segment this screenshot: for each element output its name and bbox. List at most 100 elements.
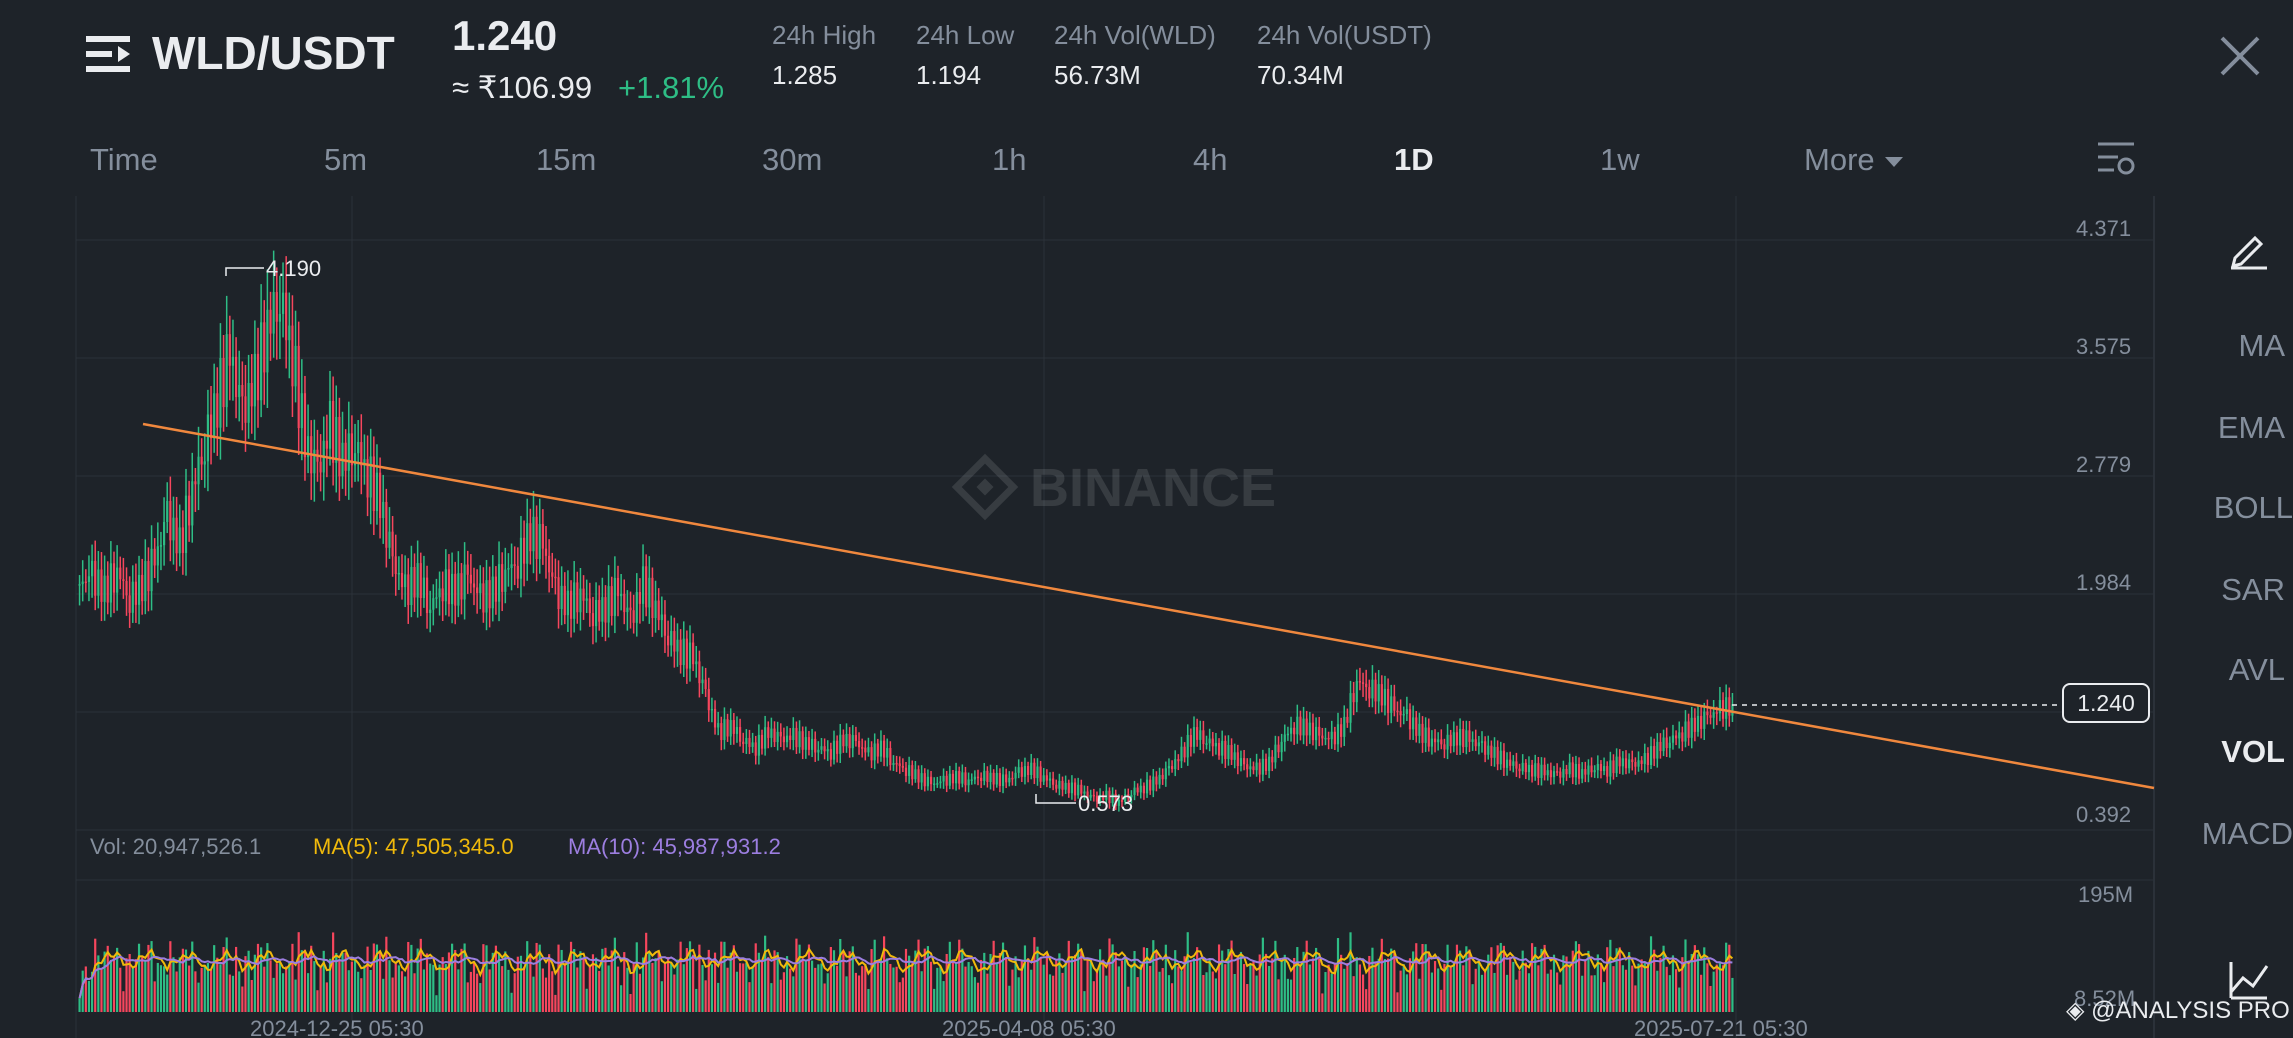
price-chart[interactable]: BINANCE 4.190 0.573 4.371 3.575 2.779 1.… <box>0 0 2197 1038</box>
candle-series <box>78 250 1734 812</box>
candle-body <box>598 599 601 622</box>
candle-body <box>1318 726 1321 736</box>
volume-bar <box>1052 975 1055 1012</box>
close-icon[interactable] <box>2218 34 2262 78</box>
volume-bar <box>1527 973 1531 1012</box>
candle-body <box>836 740 839 754</box>
volume-bar <box>1105 975 1108 1012</box>
volume-bar <box>695 988 698 1012</box>
candle-body <box>256 353 260 401</box>
volume-bar <box>1158 971 1161 1012</box>
candle-body <box>184 495 188 554</box>
menu-icon[interactable] <box>84 30 132 78</box>
candle-body <box>1070 782 1074 794</box>
indicator-icon[interactable] <box>2227 958 2271 1002</box>
tab-time[interactable]: Time <box>90 142 158 177</box>
volume-bar <box>710 964 714 1012</box>
volume-bar <box>150 941 153 1012</box>
candle-body <box>1559 771 1562 778</box>
volume-bar <box>548 954 551 1012</box>
vol-ma10-line <box>78 955 1733 999</box>
volume-bar <box>942 981 945 1012</box>
tab-1d[interactable]: 1D <box>1394 142 1434 177</box>
volume-bar <box>97 955 100 1012</box>
candle-body <box>876 743 879 757</box>
volume-bar <box>804 959 807 1012</box>
volume-bar <box>81 970 84 1012</box>
tab-15m[interactable]: 15m <box>536 142 597 177</box>
volume-bar <box>541 968 544 1012</box>
candle-body <box>1293 727 1296 735</box>
volume-bar <box>1296 947 1299 1012</box>
candle-body <box>1543 764 1546 776</box>
candle-body <box>501 564 504 592</box>
candle-body <box>676 639 679 652</box>
candle-body <box>216 393 219 428</box>
volume-bar <box>363 965 366 1012</box>
candle-body <box>1556 771 1559 773</box>
volume-bar <box>1261 937 1264 1012</box>
indicator-avl[interactable]: AVL <box>2228 652 2285 687</box>
volume-bar <box>958 939 961 1012</box>
candle-body <box>476 587 479 594</box>
candle-body <box>1477 742 1480 747</box>
volume-bar <box>526 941 529 1012</box>
volume-bar <box>1703 947 1706 1012</box>
trendline[interactable] <box>142 422 2155 790</box>
chart-settings-icon[interactable] <box>2096 140 2136 178</box>
candle-body <box>266 309 269 373</box>
candle-body <box>1493 746 1496 758</box>
volume-bar <box>1026 958 1030 1012</box>
volume-bar <box>864 964 867 1012</box>
indicator-vol[interactable]: VOL <box>2221 734 2285 769</box>
candle-body <box>1496 746 1499 765</box>
candle-body <box>817 749 820 753</box>
indicator-macd[interactable]: MACD <box>2201 816 2293 851</box>
indicator-ma[interactable]: MA <box>2238 328 2286 363</box>
volume-bar <box>319 965 322 1012</box>
candle-body <box>382 501 385 519</box>
tab-1h[interactable]: 1h <box>992 142 1027 177</box>
high-marker <box>225 267 264 276</box>
candle-body <box>1440 739 1443 745</box>
candle-body <box>100 569 103 602</box>
candle-body <box>751 742 754 747</box>
volume-bar <box>1471 984 1474 1012</box>
candle-body <box>538 523 541 559</box>
volume-bar <box>532 976 535 1012</box>
candle-body <box>629 607 632 611</box>
volume-bar <box>241 986 244 1012</box>
tab-1w[interactable]: 1w <box>1600 142 1640 177</box>
candle-body <box>1067 782 1070 794</box>
volume-bar <box>920 971 923 1012</box>
tab-4h[interactable]: 4h <box>1193 142 1228 177</box>
volume-bar <box>676 959 679 1012</box>
candle-body <box>87 576 91 582</box>
volume-bar <box>119 967 122 1012</box>
volume-bar <box>1271 958 1274 1012</box>
tab-5m[interactable]: 5m <box>324 142 368 177</box>
indicator-sar[interactable]: SAR <box>2221 572 2285 607</box>
draw-icon[interactable] <box>2227 226 2271 270</box>
volume-bar <box>391 977 394 1012</box>
candle-body <box>372 456 375 511</box>
candle-body <box>951 773 955 784</box>
candle-body <box>738 727 742 742</box>
indicator-boll[interactable]: BOLL <box>2213 490 2293 525</box>
volume-bar <box>1111 944 1114 1012</box>
volume-bar <box>219 964 222 1012</box>
volume-bar <box>1628 952 1631 1012</box>
candle-body <box>394 556 397 574</box>
stat-label-24h-low: 24h Low <box>916 20 1015 50</box>
candle-body <box>1562 769 1565 778</box>
indicator-ema[interactable]: EMA <box>2217 410 2285 445</box>
volume-bar <box>926 946 930 1012</box>
volume-bar <box>1017 977 1020 1012</box>
tab-30m[interactable]: 30m <box>762 142 823 177</box>
candle-body <box>764 727 767 749</box>
tab-more[interactable]: More <box>1804 142 1903 178</box>
volume-bar <box>923 948 926 1012</box>
volume-bar <box>876 961 879 1012</box>
pair-title[interactable]: WLD/USDT <box>152 27 395 79</box>
candle-body <box>601 597 604 622</box>
